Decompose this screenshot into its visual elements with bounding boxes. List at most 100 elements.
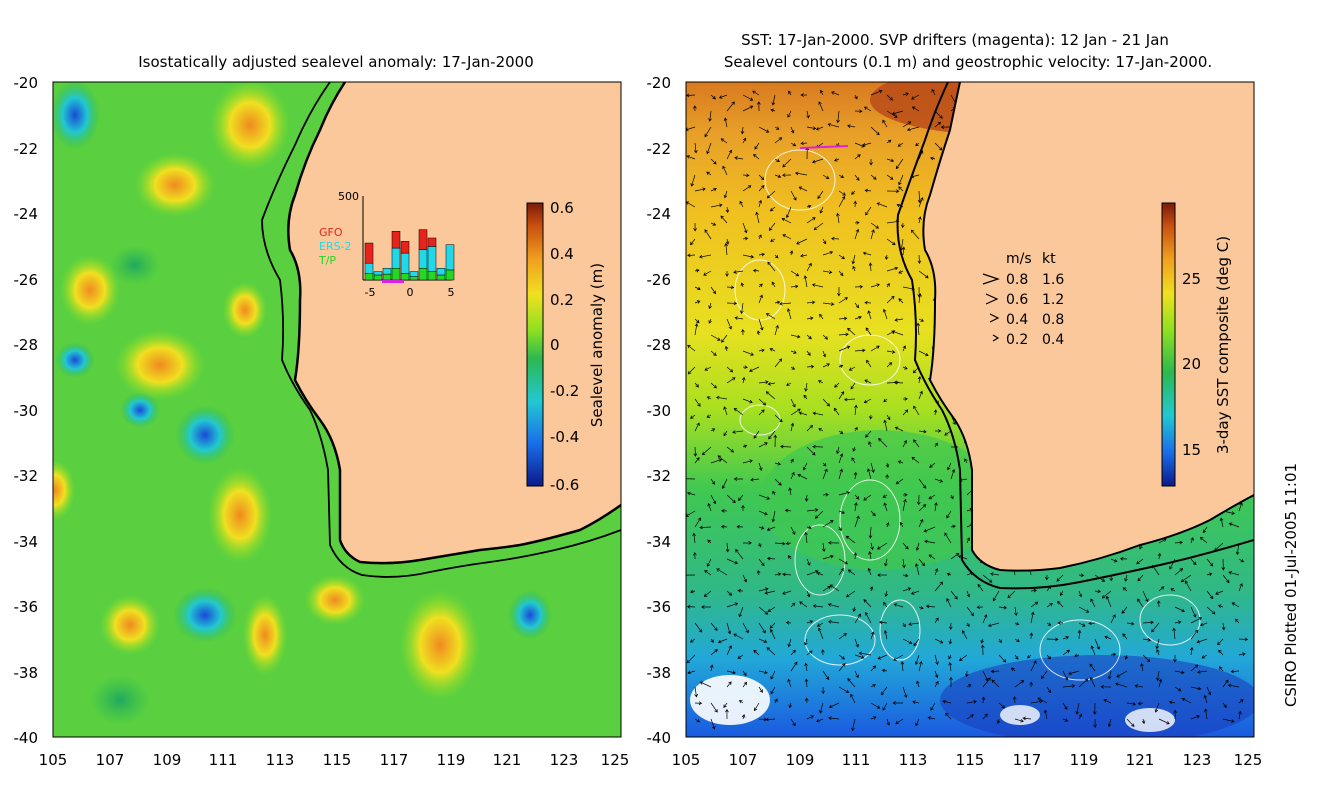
velocity-arrow: [806, 590, 811, 598]
velocity-arrow: [878, 438, 888, 448]
inset-bar-gfo: [364, 242, 374, 264]
velocity-arrow: [742, 670, 747, 677]
velocity-arrow: [902, 638, 913, 645]
velocity-arrow: [914, 654, 920, 665]
velocity-arrow: [787, 110, 792, 118]
velocity-arrow: [1046, 622, 1052, 626]
velocity-arrow: [694, 686, 698, 698]
velocity-arrow: [694, 323, 699, 336]
velocity-arrow: [1190, 537, 1194, 544]
velocity-arrow: [918, 504, 927, 512]
velocity-arrow: [710, 94, 716, 100]
velocity-arrow: [1094, 589, 1101, 594]
velocity-arrow: [717, 638, 728, 644]
velocity-arrow: [918, 318, 924, 322]
velocity-arrow: [822, 398, 830, 407]
velocity-arrow: [1222, 718, 1235, 723]
velocity-arrow: [910, 229, 920, 240]
velocity-arrow: [758, 558, 765, 567]
lat-tick-label: -24: [647, 205, 672, 223]
right-colorbar-label: 3-day SST composite (deg C): [1214, 236, 1232, 454]
velocity-arrow: [708, 318, 712, 324]
velocity-arrow: [838, 654, 845, 660]
velocity-arrow: [742, 350, 754, 356]
velocity-arrow: [991, 679, 1000, 688]
velocity-arrow: [876, 542, 888, 550]
velocity-arrow: [806, 126, 817, 130]
velocity-arrow: [818, 428, 824, 432]
velocity-arrow: [787, 638, 792, 648]
velocity-arrow: [689, 638, 696, 643]
velocity-arrow: [1140, 663, 1144, 672]
velocity-arrow: [998, 638, 1002, 644]
velocity-arrow: [918, 216, 922, 224]
lon-tick-label: 115: [323, 751, 352, 769]
velocity-arrow: [742, 137, 747, 144]
velocity-arrow-glyph: [982, 273, 1000, 285]
velocity-arrow: [758, 670, 768, 675]
velocity-arrow: [758, 442, 768, 448]
velocity-arrow: [886, 295, 895, 304]
velocity-arrow: [988, 622, 1000, 628]
velocity-arrow: [836, 110, 840, 124]
velocity-arrow: [790, 284, 799, 289]
velocity-arrow: [758, 606, 769, 615]
velocity-arrow: [742, 254, 755, 259]
velocity-arrow: [758, 638, 768, 643]
velocity-arrow: [710, 382, 717, 389]
velocity-arrow: [786, 382, 792, 386]
velocity-arrow: [725, 206, 730, 214]
velocity-arrow: [726, 301, 738, 306]
lat-tick-label: -34: [647, 533, 672, 551]
velocity-arrow: [864, 300, 872, 305]
sla-high-blob: [135, 153, 215, 217]
velocity-arrow: [706, 414, 712, 418]
velocity-arrow: [1158, 678, 1163, 688]
velocity-arrow: [982, 614, 988, 624]
velocity-arrow: [902, 493, 908, 497]
velocity-arrow: [966, 606, 975, 617]
velocity-arrow: [1190, 617, 1203, 624]
inset-ymax-label: 500: [338, 190, 359, 203]
velocity-arrow: [894, 426, 904, 432]
velocity-arrow: [693, 446, 698, 457]
velocity-arrow: [964, 670, 969, 678]
velocity-arrow: [694, 517, 702, 528]
velocity-arrow: [870, 702, 881, 709]
velocity-arrow: [910, 590, 920, 595]
velocity-arrow: [1189, 646, 1194, 656]
velocity-arrow: [934, 617, 939, 624]
velocity-arrow: [1184, 580, 1192, 592]
velocity-arrow: [869, 158, 873, 166]
velocity-arrow: [708, 110, 712, 122]
velocity-arrow: [886, 414, 891, 421]
velocity-arrow: [950, 468, 956, 480]
velocity-arrow: [1142, 638, 1152, 642]
sla-high-blob: [243, 595, 287, 675]
velocity-arrow: [980, 644, 985, 656]
velocity-arrow: [902, 542, 909, 550]
velocity-arrow: [752, 90, 760, 96]
velocity-arrow: [742, 222, 748, 234]
velocity-arrow: [698, 254, 712, 259]
velocity-arrow: [756, 569, 761, 576]
left-panel-title: Isostatically adjusted sealevel anomaly:…: [138, 53, 534, 71]
velocity-arrow: [784, 508, 792, 513]
velocity-arrow: [1203, 694, 1208, 704]
velocity-arrow: [897, 460, 904, 464]
left-isobath: [261, 82, 621, 578]
velocity-arrow: [1068, 670, 1080, 676]
velocity-arrow: [980, 638, 985, 644]
velocity-arrow: [902, 587, 912, 592]
velocity-arrow: [788, 90, 792, 96]
velocity-legend: m/s kt 0.8 1.6 0.6 1.2 0.4 0.8 0.2 0.4: [982, 251, 1064, 348]
velocity-arrow: [934, 680, 939, 688]
velocity-arrow: [947, 462, 952, 471]
velocity-arrow: [779, 302, 792, 306]
velocity-arrow: [998, 702, 1006, 709]
sla-high-blob: [100, 595, 160, 655]
inset-bar-tp: [373, 274, 383, 281]
velocity-legend-ms: 0.6: [1006, 292, 1028, 308]
inset-bar-tp: [382, 273, 392, 281]
velocity-arrow: [851, 457, 856, 464]
